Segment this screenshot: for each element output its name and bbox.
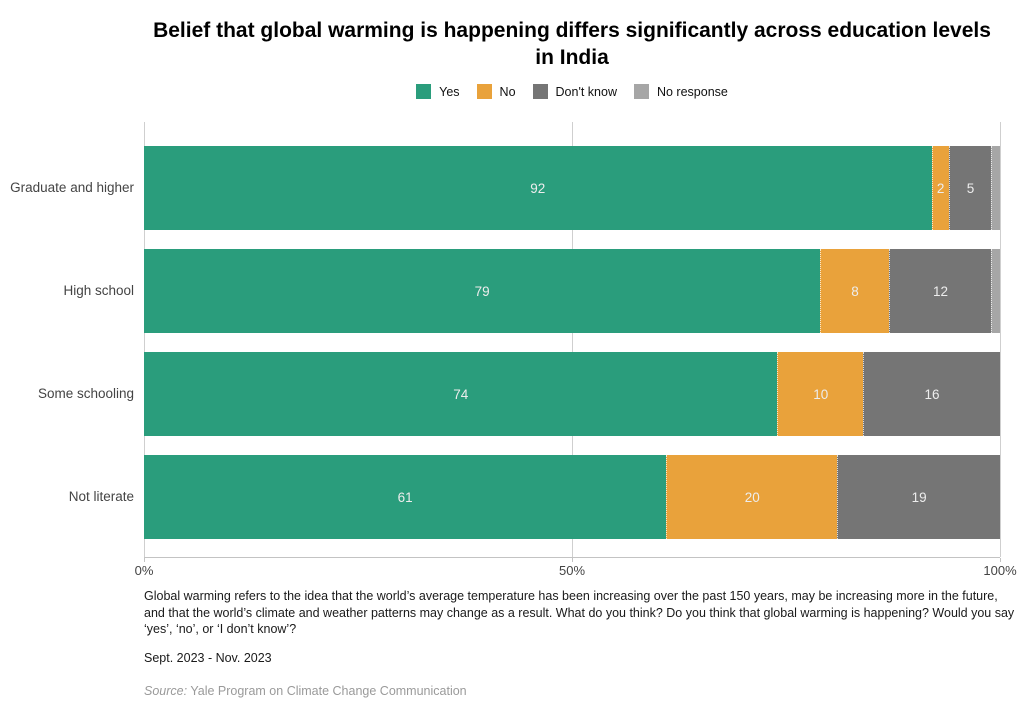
category-label-some-schooling: Some schooling <box>37 386 134 401</box>
bar-row-not-literate: 61 20 19 <box>144 455 1000 539</box>
x-axis-tick-label-0: 0% <box>134 563 154 578</box>
segment-value-label: 5 <box>966 180 975 196</box>
segment-value-label: 20 <box>744 489 760 505</box>
legend-label: Yes <box>439 84 460 99</box>
segment-value-label: 16 <box>924 386 940 402</box>
segment-value-label: 79 <box>474 283 490 299</box>
bar-row-graduate-and-higher: 92 2 5 <box>144 146 1000 230</box>
axis-tick-100 <box>1000 558 1001 562</box>
segment-value-label: 61 <box>397 489 413 505</box>
segment-value-label: 74 <box>453 386 469 402</box>
segment-value-label: 10 <box>813 386 829 402</box>
footnote-text: Global warming refers to the idea that t… <box>144 589 1015 636</box>
bar-segment-no-response <box>991 146 1000 230</box>
bar-segment-yes: 92 <box>144 146 932 230</box>
bar-segment-don-t-know: 5 <box>948 146 992 230</box>
axis-tick-50 <box>572 558 573 562</box>
legend-item-no: No <box>476 84 516 99</box>
bar-row-some-schooling: 74 10 16 <box>144 352 1000 436</box>
x-axis-tick-label-100: 100% <box>983 563 1017 578</box>
plot-area: 92 2 5 79 8 12 74 10 16 61 20 19 <box>144 122 1001 562</box>
gridline-100 <box>1000 122 1001 557</box>
segment-value-label: 2 <box>936 180 945 196</box>
bar-row-high-school: 79 8 12 <box>144 249 1000 333</box>
source-line: Source: Yale Program on Climate Change C… <box>144 684 467 698</box>
bar-segment-no: 8 <box>820 249 889 333</box>
bar-segment-yes: 74 <box>144 352 778 436</box>
category-label-high-school: High school <box>63 283 134 298</box>
legend-swatch-no <box>476 84 492 99</box>
segment-value-label: 92 <box>530 180 546 196</box>
segment-value-label: 19 <box>911 489 927 505</box>
legend-item-no-response: No response <box>633 84 728 99</box>
legend-label: No response <box>656 84 728 99</box>
bar-segment-yes: 61 <box>144 455 667 539</box>
date-range: Sept. 2023 - Nov. 2023 <box>144 651 272 665</box>
legend-item-don-t-know: Don't know <box>532 84 617 99</box>
legend-swatch-yes <box>416 84 432 99</box>
bar-segment-no: 10 <box>777 352 864 436</box>
bar-segment-no: 20 <box>666 455 838 539</box>
legend-label: No <box>499 84 516 99</box>
legend-item-yes: Yes <box>416 84 460 99</box>
category-label-graduate-and-higher: Graduate and higher <box>10 180 134 195</box>
category-label-not-literate: Not literate <box>68 489 134 504</box>
bar-segment-no-response <box>991 249 1000 333</box>
segment-value-label: 8 <box>851 283 859 299</box>
legend-swatch-don-t-know <box>532 84 548 99</box>
bar-segment-no: 2 <box>931 146 949 230</box>
source-text: Yale Program on Climate Change Communica… <box>190 684 467 698</box>
gridline-0 <box>144 122 145 557</box>
gridline-50 <box>572 122 573 557</box>
segment-value-label: 12 <box>933 283 949 299</box>
legend-swatch-no-response <box>633 84 649 99</box>
axis-tick-0 <box>144 558 145 562</box>
source-label: Source: <box>144 684 188 698</box>
bar-segment-don-t-know: 16 <box>863 352 1000 436</box>
bar-segment-don-t-know: 12 <box>888 249 992 333</box>
legend-label: Don't know <box>555 84 617 99</box>
x-axis-tick-label-50: 50% <box>558 563 586 578</box>
legend: Yes No Don't know No response <box>142 84 1002 99</box>
bar-segment-yes: 79 <box>144 249 821 333</box>
bar-segment-don-t-know: 19 <box>837 455 1000 539</box>
chart-title: Belief that global warming is happening … <box>153 19 991 69</box>
